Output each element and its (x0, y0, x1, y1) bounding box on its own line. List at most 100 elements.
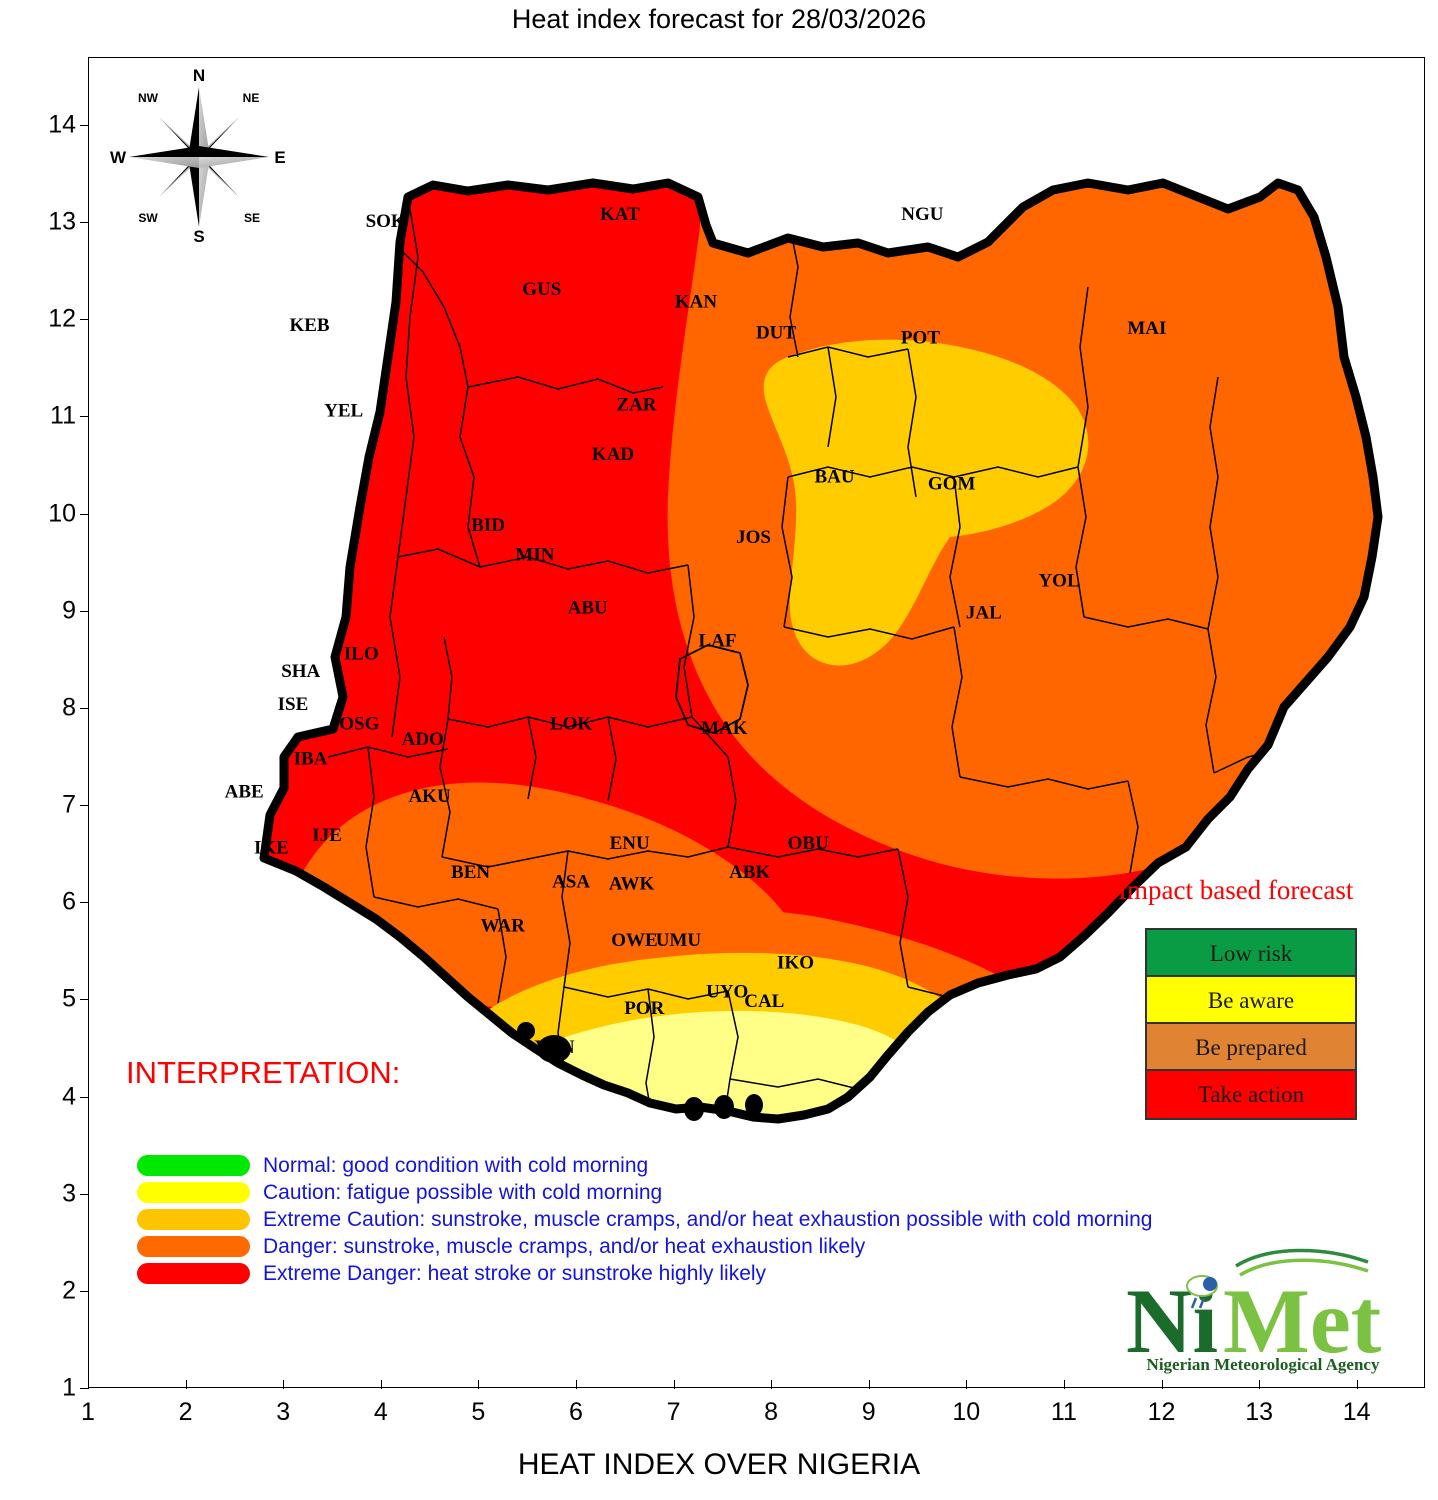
nigeria-heat-map: SOK KEB GUS KAT NGU MAI KAN DUT POT YEL ZAR KAD BAU G… (225, 178, 1383, 1124)
impact-row-low-risk: Low risk (1147, 930, 1355, 977)
interpretation-text: Danger: sunstroke, muscle cramps, and/or… (263, 1234, 866, 1258)
x-tick-3: 3 (276, 1398, 291, 1426)
y-tick-mark-11 (80, 416, 89, 418)
city-label-ise: ISE (278, 694, 309, 715)
city-label-bau: BAU (815, 467, 855, 488)
y-tick-11: 11 (50, 401, 76, 430)
city-label-asa: ASA (552, 872, 590, 893)
city-label-keb: KEB (289, 315, 329, 336)
city-label-bid: BID (471, 515, 505, 536)
x-tick-13: 13 (1245, 1398, 1273, 1426)
nigeria-outline (259, 178, 1383, 1124)
y-tick-mark-9 (80, 610, 89, 612)
y-tick-5: 5 (62, 984, 76, 1013)
city-label-owe: OWE (611, 930, 657, 951)
interpretation-row: Extreme Danger: heat stroke or sunstroke… (137, 1260, 1152, 1287)
city-label-obu: OBU (788, 833, 829, 854)
city-label-umu: UMU (656, 930, 702, 951)
y-tick-mark-10 (80, 513, 89, 515)
interpretation-swatch (137, 1236, 250, 1257)
city-label-iko: IKO (777, 952, 814, 973)
x-tick-mark-4 (380, 1380, 382, 1389)
interpretation-row: Danger: sunstroke, muscle cramps, and/or… (137, 1233, 1152, 1260)
city-label-enu: ENU (610, 833, 650, 854)
y-tick-mark-3 (80, 1193, 89, 1195)
page-title: Heat index forecast for 28/03/2026 (511, 4, 927, 34)
city-label-ben: BEN (451, 862, 490, 883)
y-tick-7: 7 (62, 790, 76, 819)
compass-label-n: N (193, 66, 205, 85)
y-tick-2: 2 (62, 1276, 76, 1305)
coastal-inlets (517, 1022, 763, 1121)
city-label-iba: IBA (294, 748, 328, 769)
x-tick-4: 4 (373, 1398, 388, 1426)
city-label-yen: YEN (534, 1037, 574, 1058)
compass-label-s: S (193, 227, 204, 246)
city-label-awk: AWK (609, 874, 655, 895)
city-label-abu: ABU (568, 598, 608, 619)
city-label-aku: AKU (408, 786, 451, 807)
city-label-abk: ABK (729, 862, 770, 883)
impact-row-take-action: Take action (1147, 1071, 1355, 1118)
y-tick-mark-6 (80, 902, 89, 904)
x-tick-mark-5 (478, 1380, 480, 1389)
logo-tagline: Nigerian Meteorological Agency (1146, 1355, 1380, 1374)
y-tick-1: 1 (62, 1373, 76, 1402)
city-label-yel: YEL (324, 400, 363, 421)
y-tick-9: 9 (62, 596, 76, 625)
city-label-mak: MAK (701, 718, 748, 739)
plot-frame (88, 57, 1425, 1388)
x-tick-6: 6 (569, 1398, 583, 1426)
x-tick-9: 9 (861, 1398, 876, 1426)
city-label-jos: JOS (736, 527, 771, 548)
city-label-kan: KAN (675, 292, 718, 313)
compass-rose: N NE E SE S SW W NW (110, 66, 286, 246)
y-tick-4: 4 (62, 1082, 76, 1111)
x-tick-mark-11 (1063, 1380, 1065, 1389)
compass-label-w: W (110, 148, 127, 167)
city-label-sha: SHA (281, 661, 320, 682)
interpretation-swatch (137, 1209, 250, 1230)
impact-row-be-aware: Be aware (1147, 977, 1355, 1024)
city-label-uyo: UYO (706, 981, 748, 1002)
compass-label-e: E (274, 148, 285, 167)
y-tick-mark-4 (80, 1096, 89, 1098)
interpretation-row: Normal: good condition with cold morning (137, 1152, 1152, 1179)
x-tick-8: 8 (764, 1398, 779, 1426)
y-tick-8: 8 (62, 693, 76, 722)
city-label-laf: LAF (698, 631, 736, 652)
x-tick-2: 2 (178, 1398, 193, 1426)
city-label-gom: GOM (928, 473, 976, 494)
city-label-kad: KAD (592, 444, 634, 465)
city-label-ngu: NGU (901, 204, 944, 225)
x-tick-mark-7 (673, 1380, 675, 1389)
x-tick-mark-3 (283, 1380, 285, 1389)
x-tick-5: 5 (471, 1398, 486, 1426)
interpretation-swatch (137, 1263, 250, 1284)
city-label-osg: OSG (339, 713, 379, 734)
interpretation-text: Normal: good condition with cold morning (263, 1153, 649, 1177)
interpretation-text: Caution: fatigue possible with cold morn… (263, 1180, 663, 1204)
compass-label-sw: SW (138, 211, 158, 225)
interpretation-text: Extreme Danger: heat stroke or sunstroke… (263, 1261, 767, 1285)
x-tick-mark-1 (88, 1380, 89, 1389)
y-tick-mark-7 (80, 805, 89, 807)
city-label-cal: CAL (744, 991, 784, 1012)
y-tick-mark-14 (80, 125, 89, 126)
x-tick-14: 14 (1342, 1398, 1371, 1426)
y-tick-10: 10 (48, 499, 76, 528)
impact-legend-box: Low risk Be aware Be prepared Take action (1145, 928, 1357, 1120)
x-tick-mark-6 (575, 1380, 577, 1389)
city-label-sok: SOK (366, 211, 406, 232)
interpretation-text: Extreme Caution: sunstroke, muscle cramp… (263, 1207, 1153, 1231)
interpretation-row: Extreme Caution: sunstroke, muscle cramp… (137, 1206, 1152, 1233)
compass-label-se: SE (244, 211, 260, 225)
city-label-kat: KAT (600, 204, 640, 225)
y-tick-12: 12 (48, 304, 76, 333)
compass-label-nw: NW (138, 91, 159, 105)
fct-abuja-outline (675, 644, 749, 734)
interpretation-swatch (137, 1182, 250, 1203)
city-label-zar: ZAR (616, 395, 656, 416)
city-label-yol: YOL (1038, 570, 1079, 591)
x-tick-mark-14 (1356, 1380, 1358, 1389)
